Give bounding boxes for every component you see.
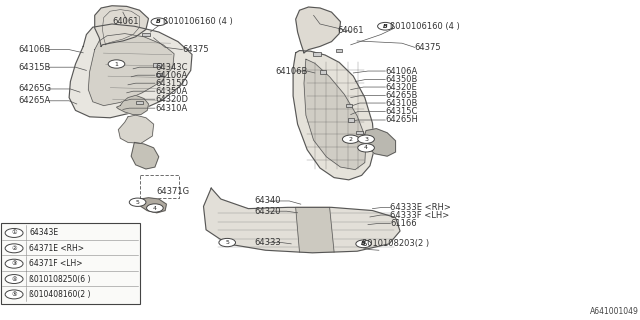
Text: ②: ② (12, 246, 17, 251)
Text: 64265H: 64265H (385, 116, 418, 124)
Text: ß010106160 (4 ): ß010106160 (4 ) (390, 22, 460, 31)
Polygon shape (138, 198, 166, 213)
Text: ß010108250(6 ): ß010108250(6 ) (29, 275, 91, 284)
Circle shape (5, 228, 23, 237)
Text: 64343E: 64343E (29, 228, 59, 237)
Text: 64106B: 64106B (18, 45, 51, 54)
Circle shape (356, 240, 371, 248)
Polygon shape (304, 59, 366, 170)
Circle shape (358, 135, 374, 143)
Text: 64371E <RH>: 64371E <RH> (29, 244, 84, 253)
Text: 61166: 61166 (390, 219, 417, 228)
Text: 64340: 64340 (255, 196, 281, 205)
Text: 5: 5 (136, 200, 140, 205)
Text: 64106A: 64106A (155, 71, 187, 80)
Polygon shape (204, 188, 400, 253)
Bar (348, 118, 354, 122)
Text: 64320D: 64320D (155, 95, 188, 104)
Circle shape (5, 275, 23, 284)
Text: B: B (383, 24, 388, 29)
Text: 5: 5 (225, 240, 229, 245)
Text: 64333E <RH>: 64333E <RH> (390, 203, 451, 212)
Text: 64320: 64320 (255, 207, 281, 216)
Bar (346, 104, 352, 107)
Bar (136, 101, 143, 104)
Text: 64106B: 64106B (275, 67, 308, 76)
Text: 64106A: 64106A (385, 67, 417, 76)
Polygon shape (95, 6, 148, 46)
FancyBboxPatch shape (1, 223, 140, 304)
Circle shape (219, 238, 236, 247)
Polygon shape (296, 7, 340, 53)
Circle shape (342, 135, 359, 143)
Text: 64371F <LH>: 64371F <LH> (29, 259, 83, 268)
Text: 64375: 64375 (415, 43, 442, 52)
Text: 64315B: 64315B (18, 63, 51, 72)
Text: ④: ④ (12, 276, 17, 282)
Text: 64310A: 64310A (155, 104, 187, 113)
Bar (153, 63, 161, 67)
Circle shape (358, 144, 374, 152)
Text: 64333F <LH>: 64333F <LH> (390, 211, 450, 220)
Text: 64350B: 64350B (385, 75, 418, 84)
Polygon shape (116, 95, 148, 115)
Polygon shape (69, 24, 192, 118)
Bar (356, 131, 363, 134)
Text: 2: 2 (349, 137, 353, 142)
Bar (336, 49, 342, 52)
Circle shape (5, 259, 23, 268)
Bar (156, 73, 162, 76)
Circle shape (378, 22, 393, 30)
Text: ①: ① (12, 230, 17, 236)
Circle shape (147, 204, 163, 212)
Polygon shape (296, 207, 334, 252)
Text: ⑤: ⑤ (12, 292, 17, 297)
Text: 3: 3 (364, 137, 368, 142)
Text: 64375: 64375 (182, 45, 209, 54)
Text: 64315C: 64315C (385, 107, 418, 116)
Text: 4: 4 (364, 145, 368, 150)
Text: ß010106160 (4 ): ß010106160 (4 ) (163, 17, 233, 26)
Text: 64310B: 64310B (385, 99, 418, 108)
Circle shape (5, 244, 23, 253)
Text: 64265B: 64265B (385, 91, 418, 100)
Text: ß010108203(2 ): ß010108203(2 ) (362, 239, 429, 248)
Text: 64061: 64061 (337, 26, 364, 35)
Bar (320, 70, 326, 74)
Polygon shape (88, 34, 174, 106)
Text: 64333: 64333 (255, 238, 282, 247)
Polygon shape (365, 129, 396, 156)
Circle shape (5, 290, 23, 299)
Text: 64315D: 64315D (155, 79, 188, 88)
Text: ß010408160(2 ): ß010408160(2 ) (29, 290, 91, 299)
Circle shape (151, 18, 166, 26)
Text: 64265G: 64265G (18, 84, 51, 93)
Text: B: B (156, 19, 161, 24)
Polygon shape (118, 115, 154, 143)
Text: 64350A: 64350A (155, 87, 187, 96)
Polygon shape (293, 51, 374, 180)
Bar (142, 33, 150, 36)
Text: 1: 1 (115, 61, 118, 67)
Text: 4: 4 (153, 205, 157, 211)
Text: A641001049: A641001049 (590, 307, 639, 316)
Text: 64265A: 64265A (18, 96, 50, 105)
Circle shape (108, 60, 125, 68)
Text: 64343C: 64343C (155, 63, 188, 72)
Text: B: B (361, 241, 366, 246)
Bar (313, 52, 321, 56)
Text: 64320E: 64320E (385, 83, 417, 92)
Text: ③: ③ (12, 261, 17, 266)
Circle shape (129, 198, 146, 206)
Polygon shape (131, 142, 159, 169)
Text: 64371G: 64371G (157, 188, 190, 196)
Text: 64061: 64061 (113, 17, 140, 26)
